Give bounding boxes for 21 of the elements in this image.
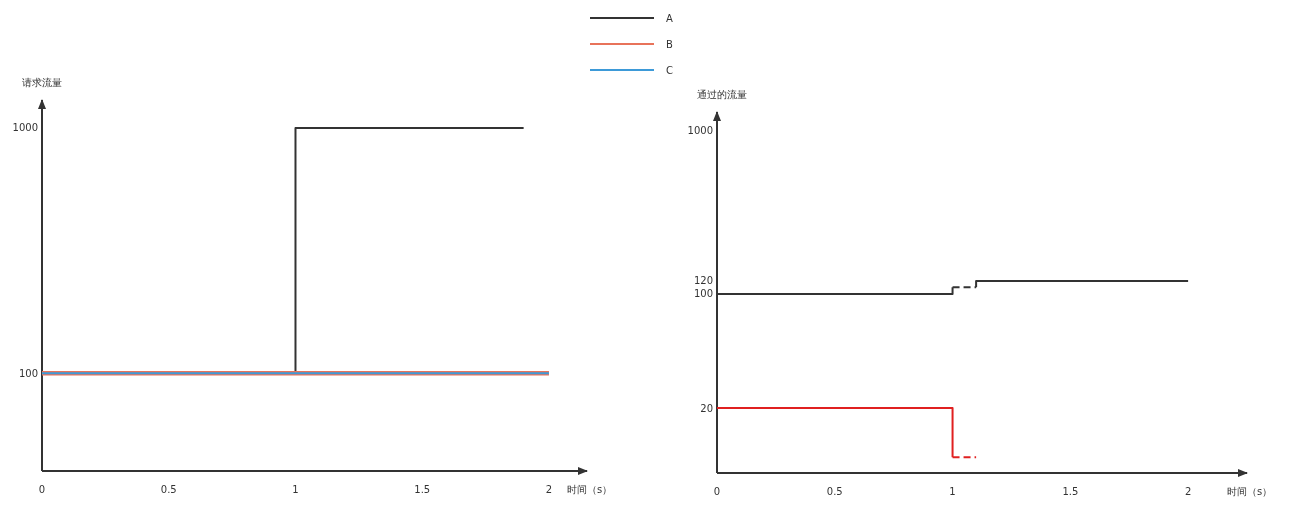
x-tick-label: 1 bbox=[949, 486, 956, 497]
x-tick-label: 1 bbox=[292, 484, 299, 495]
y-axis-title: 请求流量 bbox=[22, 77, 62, 88]
x-tick-label: 0 bbox=[713, 486, 721, 497]
y-tick-label: 100 bbox=[18, 367, 38, 379]
x-tick-label: 0.5 bbox=[160, 484, 177, 495]
y-axis-title: 通过的流量 bbox=[697, 89, 747, 100]
x-axis-title: 时间（s） bbox=[567, 484, 613, 495]
x-tick-label: 0.5 bbox=[826, 486, 843, 497]
x-tick-label: 2 bbox=[545, 484, 553, 495]
legend: A B C bbox=[589, 13, 673, 76]
x-tick-label: 0 bbox=[38, 484, 46, 495]
x-axis-title: 时间（s） bbox=[1227, 486, 1273, 497]
y-tick-label: 100 bbox=[693, 288, 713, 300]
x-tick-label: 1.5 bbox=[414, 484, 431, 495]
x-tick-label: 2 bbox=[1184, 486, 1192, 497]
y-tick-label: 20 bbox=[700, 402, 713, 414]
y-tick-label: 1000 bbox=[12, 122, 38, 134]
y-tick-label: 120 bbox=[693, 275, 713, 287]
y-tick-label: 1000 bbox=[687, 125, 713, 137]
x-tick-label: 1.5 bbox=[1062, 486, 1079, 497]
